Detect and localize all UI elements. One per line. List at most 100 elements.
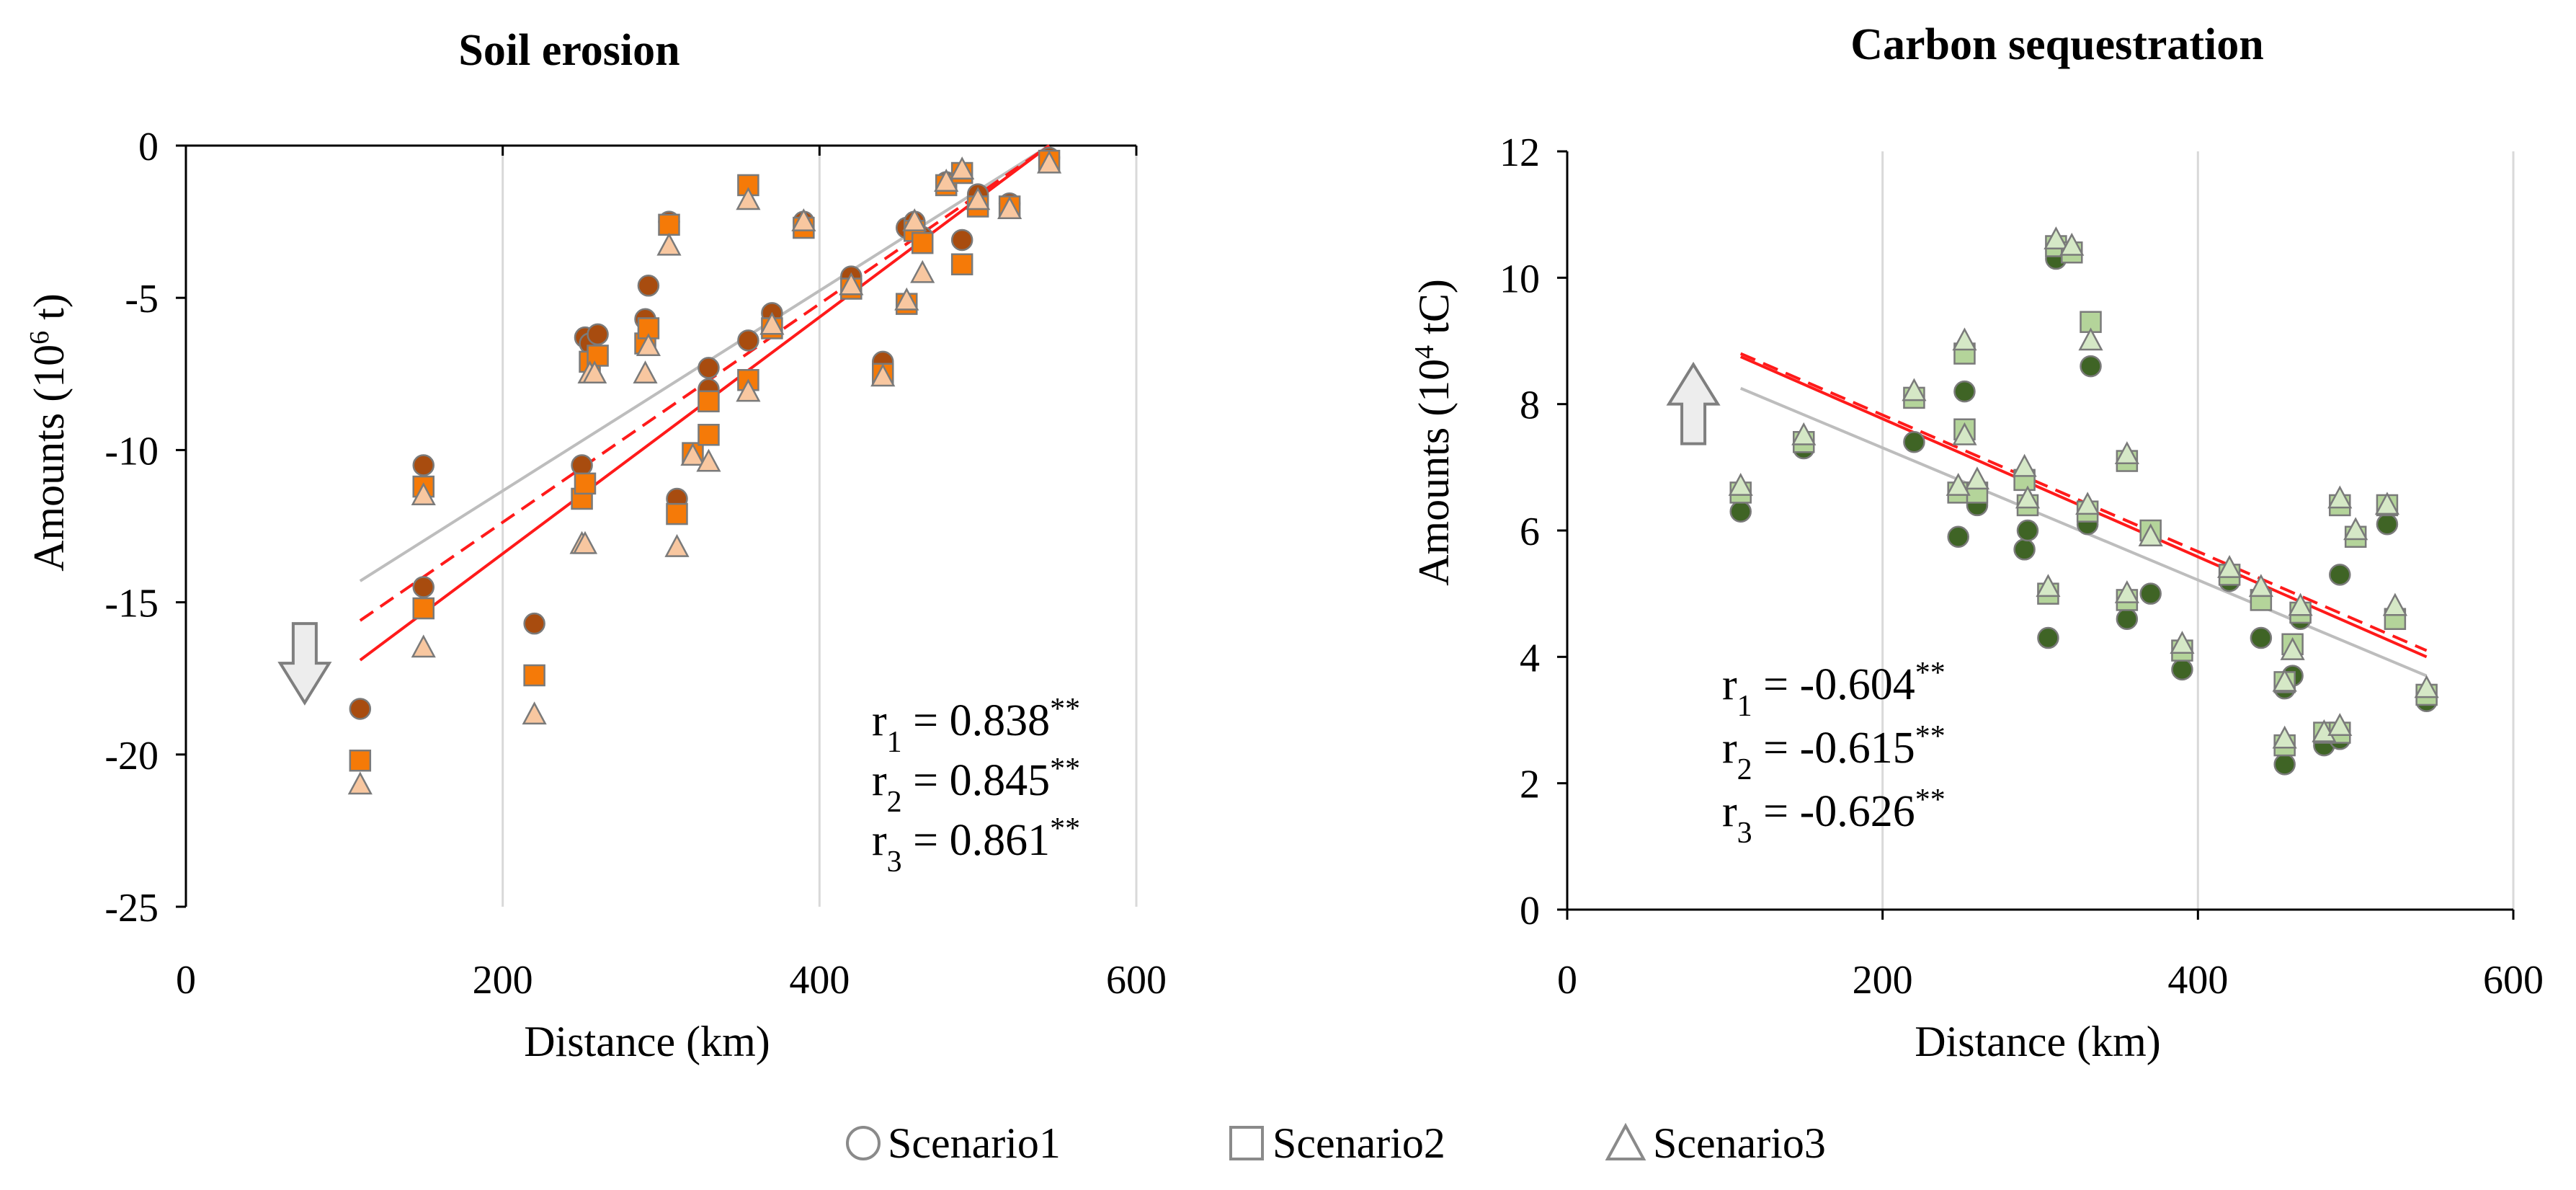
point-scenario3 [2312, 719, 2337, 742]
point-scenario1 [737, 329, 759, 352]
point-scenario2 [412, 597, 434, 620]
point-scenario3 [2078, 327, 2103, 351]
legend-item-scenario1: Scenario1 [846, 1119, 1061, 1167]
point-scenario3 [2036, 574, 2061, 598]
x-tick-label: 0 [176, 958, 196, 1003]
point-scenario3 [1952, 422, 1977, 445]
point-scenario1 [1729, 500, 1752, 523]
stat-r1: r1 = -0.604** [1722, 657, 1946, 723]
point-scenario3 [411, 634, 436, 658]
legend-item-scenario2: Scenario2 [1229, 1119, 1445, 1167]
correlation-stats: r1 = -0.604** r2 = -0.615** r3 = -0.626*… [1722, 657, 1946, 850]
point-scenario3 [1791, 422, 1817, 445]
arrow-shape [1666, 361, 1721, 445]
stat-r1: r1 = 0.838** [872, 693, 1080, 759]
y-tick-label: 0 [138, 125, 159, 169]
point-scenario3 [2382, 592, 2407, 616]
point-scenario1 [2116, 608, 2139, 630]
point-scenario3 [839, 272, 864, 296]
point-scenario3 [966, 187, 991, 210]
point-scenario3 [902, 208, 927, 231]
y-tick-label: -15 [104, 582, 159, 626]
point-scenario2 [574, 472, 597, 495]
point-scenario1 [2037, 626, 2059, 649]
chart-title: Soil erosion [458, 26, 679, 75]
legend: Scenario1 Scenario2 Scenario3 [846, 1119, 1826, 1167]
triangle-marker-icon [1605, 1122, 1646, 1160]
point-scenario3 [736, 187, 761, 210]
point-scenario1 [2139, 582, 2162, 605]
y-tick-label: -25 [104, 886, 159, 931]
y-axis-label: Amounts (104 tC) [1409, 279, 1458, 586]
legend-label: Scenario2 [1273, 1119, 1445, 1167]
point-scenario1 [698, 357, 720, 379]
stat-r3: r3 = -0.626** [1722, 783, 1946, 850]
point-scenario3 [950, 156, 975, 180]
point-scenario2 [523, 664, 545, 687]
point-scenario1 [412, 576, 434, 598]
y-tick-label: 12 [1499, 130, 1540, 175]
y-tick-label: -20 [104, 734, 159, 778]
point-scenario3 [791, 208, 816, 231]
point-scenario1 [2016, 519, 2039, 542]
point-scenario3 [2138, 523, 2163, 547]
x-tick-labels: 0 200 400 600 [1557, 958, 2544, 1003]
point-scenario2 [698, 424, 720, 446]
point-scenario1 [2273, 753, 2296, 776]
point-scenario1 [523, 612, 545, 635]
x-axis-label: Distance (km) [524, 1018, 770, 1065]
point-scenario3 [572, 530, 598, 554]
chart-title: Carbon sequestration [1850, 20, 2264, 69]
point-scenario3 [934, 169, 959, 192]
y-tick-label: -10 [104, 429, 159, 474]
stat-r3: r3 = 0.861** [872, 812, 1080, 879]
point-scenario3 [411, 482, 436, 506]
point-scenario3 [1902, 378, 1927, 401]
point-scenario3 [2343, 517, 2368, 541]
point-scenario1 [1953, 380, 1976, 403]
point-scenario2 [950, 253, 973, 275]
point-scenario3 [2374, 492, 2400, 515]
point-scenario3 [1964, 466, 1990, 490]
x-gridlines [1881, 151, 2515, 910]
point-scenario1 [2013, 538, 2036, 561]
point-scenario3 [997, 196, 1022, 219]
point-scenario2 [698, 390, 720, 413]
point-scenario1 [1947, 525, 1969, 549]
x-tick-label: 600 [1106, 958, 1167, 1003]
point-scenario3 [2044, 226, 2069, 249]
soil-erosion-panel: Soil erosion 0-5-10-15-20-25 0 200 400 600 … [24, 26, 1167, 1065]
point-scenario1 [637, 275, 660, 297]
point-scenario3 [2170, 631, 2195, 654]
point-scenario3 [656, 232, 682, 256]
point-scenario3 [680, 443, 705, 466]
x-axis-label: Distance (km) [1915, 1018, 2161, 1065]
point-scenario3 [2327, 485, 2353, 509]
point-scenario3 [696, 448, 721, 472]
point-scenario3 [2217, 554, 2242, 578]
point-scenario1 [2329, 564, 2351, 586]
point-scenario3 [2280, 636, 2305, 660]
x-tick-label: 200 [473, 958, 533, 1003]
point-scenario3 [759, 311, 785, 335]
point-scenario3 [736, 378, 761, 402]
x-tick-label: 400 [789, 958, 850, 1003]
point-scenario2 [666, 502, 688, 525]
point-scenario3 [2012, 453, 2037, 477]
point-scenario3 [522, 701, 547, 725]
correlation-stats: r1 = 0.838** r2 = 0.845** r3 = 0.861** [872, 693, 1080, 879]
data-points [347, 146, 1062, 795]
y-tick-label: 0 [1520, 889, 1540, 933]
point-scenario3 [1037, 150, 1062, 174]
point-scenario3 [894, 287, 919, 311]
point-scenario1 [2171, 658, 2193, 681]
point-scenario3 [2414, 675, 2439, 698]
point-scenario3 [910, 259, 935, 283]
carbon-sequestration-panel: Carbon sequestration 0 2 4 6 8 10 12 0 200 400 60… [1409, 20, 2544, 1065]
axes [1557, 150, 2515, 920]
direction-arrow-up-icon [1666, 361, 1721, 445]
x-tick-label: 600 [2483, 958, 2544, 1003]
point-scenario3 [633, 360, 658, 384]
axes [176, 144, 1138, 908]
